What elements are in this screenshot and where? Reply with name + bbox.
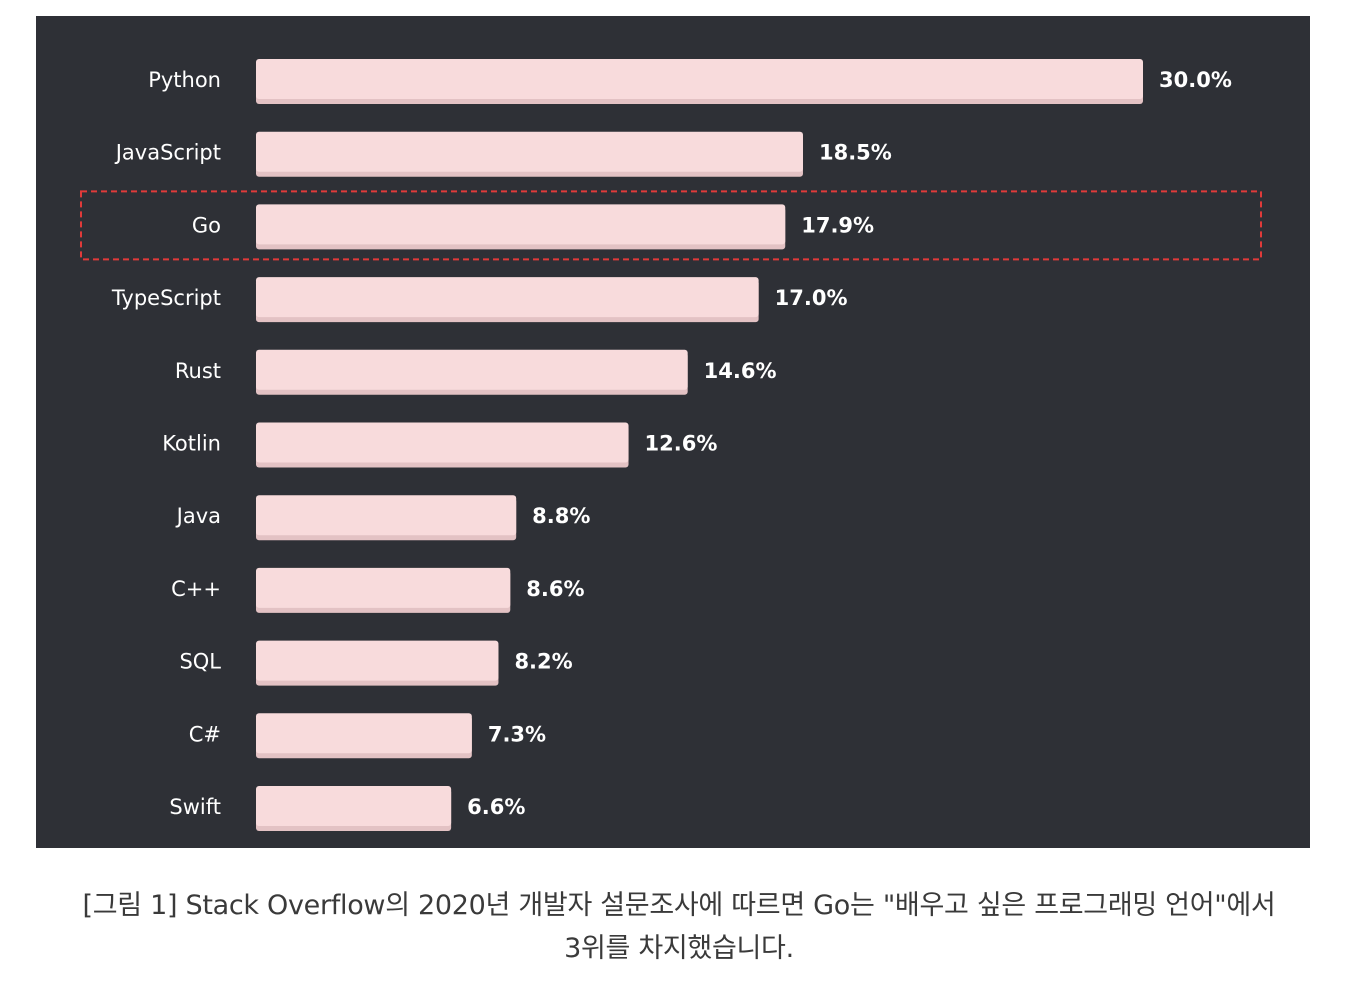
bar-swift <box>256 786 452 826</box>
bar-sql <box>256 640 499 681</box>
bar-typescript <box>256 277 759 318</box>
caption-line-1: [그림 1] Stack Overflow의 2020년 개발자 설문조사에 따… <box>82 890 1276 921</box>
value-label-javascript: 18.5% <box>819 141 892 165</box>
value-label-python: 30.0% <box>1159 68 1232 92</box>
value-label-csharp: 7.3% <box>488 722 546 746</box>
bar-java <box>256 495 517 536</box>
category-label-sql: SQL <box>179 650 221 674</box>
value-label-cplusplus: 8.6% <box>526 577 584 601</box>
bar-go <box>256 204 786 245</box>
chart-panel: Python 30.0% JavaScript 18.5% Go 17.9% TypeScr… <box>36 16 1310 848</box>
category-label-javascript: JavaScript <box>114 141 221 165</box>
category-label-kotlin: Kotlin <box>162 432 221 456</box>
bar-csharp <box>256 713 472 754</box>
value-label-swift: 6.6% <box>467 795 525 819</box>
category-label-python: Python <box>148 68 221 92</box>
value-label-go: 17.9% <box>801 213 874 237</box>
highlight-box-go <box>80 190 1262 261</box>
bar-python <box>256 59 1143 99</box>
bar-cplusplus <box>256 567 511 608</box>
value-label-sql: 8.2% <box>514 650 572 674</box>
bar-kotlin <box>256 422 629 463</box>
value-label-kotlin: 12.6% <box>645 432 718 456</box>
category-label-swift: Swift <box>169 795 221 819</box>
category-label-csharp: C# <box>189 722 221 746</box>
category-label-cplusplus: C++ <box>171 577 221 601</box>
caption-line-2: 3위를 차지했습니다. <box>564 933 794 964</box>
category-label-rust: Rust <box>175 359 221 383</box>
value-label-typescript: 17.0% <box>775 286 848 310</box>
bar-javascript <box>256 131 803 172</box>
value-label-java: 8.8% <box>532 504 590 528</box>
category-label-go: Go <box>192 213 221 237</box>
bar-chart: Python 30.0% JavaScript 18.5% Go 17.9% TypeScr… <box>80 59 1262 831</box>
figure-caption: [그림 1] Stack Overflow의 2020년 개발자 설문조사에 따… <box>20 884 1338 970</box>
category-label-typescript: TypeScript <box>111 286 221 310</box>
category-label-java: Java <box>175 504 221 528</box>
value-label-rust: 14.6% <box>704 359 777 383</box>
bar-rust <box>256 349 688 390</box>
